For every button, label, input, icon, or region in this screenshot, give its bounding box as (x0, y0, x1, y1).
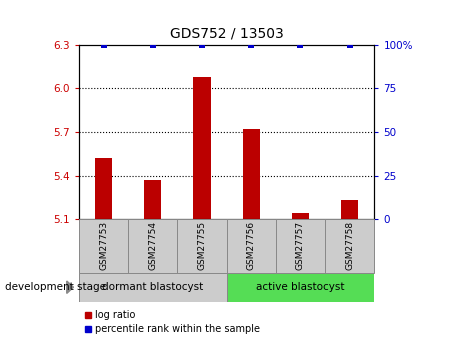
Bar (177, 219, 226, 273)
Bar (226, 219, 276, 273)
Bar (325, 219, 374, 273)
Text: GSM27757: GSM27757 (296, 221, 305, 270)
Bar (243, 129, 260, 219)
Bar (128, 219, 177, 273)
Polygon shape (67, 281, 74, 293)
Text: GSM27753: GSM27753 (99, 221, 108, 270)
Bar (292, 213, 309, 219)
Bar (144, 180, 161, 219)
Text: GSM27754: GSM27754 (148, 221, 157, 270)
Bar (79, 219, 128, 273)
Bar (79, 273, 226, 302)
Bar (95, 158, 112, 219)
Text: GSM27758: GSM27758 (345, 221, 354, 270)
Title: GDS752 / 13503: GDS752 / 13503 (170, 27, 284, 41)
Bar (341, 200, 359, 219)
Legend: log ratio, percentile rank within the sample: log ratio, percentile rank within the sa… (84, 310, 261, 334)
Text: dormant blastocyst: dormant blastocyst (102, 282, 203, 292)
Bar (193, 77, 211, 219)
Text: development stage: development stage (5, 282, 106, 292)
Text: GSM27756: GSM27756 (247, 221, 256, 270)
Text: active blastocyst: active blastocyst (256, 282, 345, 292)
Bar (276, 219, 325, 273)
Text: GSM27755: GSM27755 (198, 221, 207, 270)
Bar (226, 273, 374, 302)
